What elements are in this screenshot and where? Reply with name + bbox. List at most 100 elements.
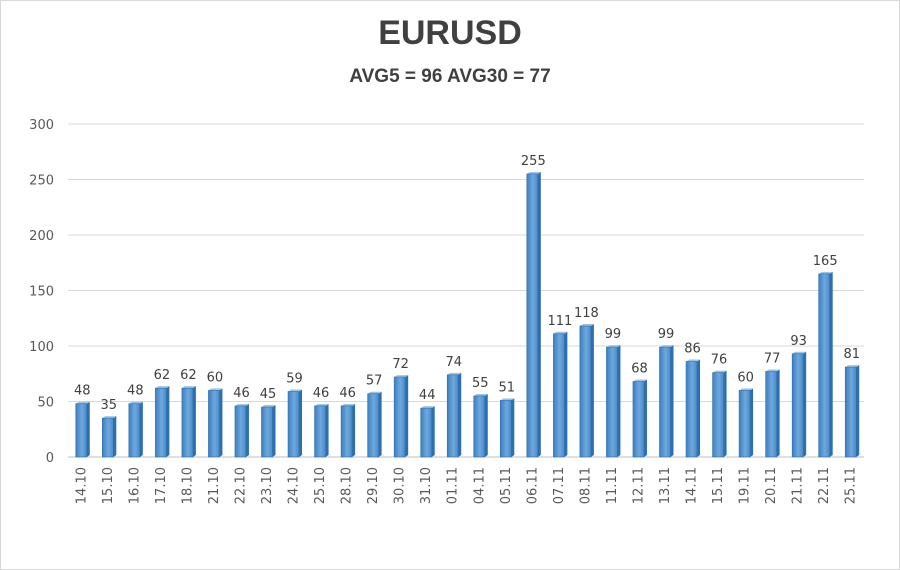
x-tick-label: 23.10: [260, 467, 275, 504]
bar-side: [511, 398, 515, 457]
bar-side: [113, 416, 117, 457]
x-tick-label: 25.11: [844, 467, 859, 504]
bar-side: [86, 401, 90, 457]
bar-side: [564, 331, 568, 457]
bar: [499, 398, 515, 458]
x-tick-label: 07.11: [552, 467, 567, 504]
bar-top: [181, 386, 196, 389]
bar-top: [686, 359, 701, 362]
bar: [712, 370, 727, 458]
bar: [208, 388, 223, 458]
bar-side: [299, 389, 303, 457]
bar-side: [484, 393, 488, 457]
bar-top: [128, 401, 143, 404]
bar-side: [750, 388, 754, 457]
bar-face: [844, 366, 857, 458]
bar-top: [314, 403, 329, 406]
bar-face: [526, 173, 539, 458]
bar: [632, 379, 647, 458]
bars: [75, 171, 860, 458]
bar-face: [208, 390, 220, 458]
data-label: 99: [658, 327, 675, 342]
x-tick-label: 21.10: [207, 467, 222, 504]
bar-side: [192, 386, 196, 457]
bar: [473, 393, 488, 458]
bar-side: [803, 351, 807, 457]
bar: [738, 388, 754, 458]
bar-top: [394, 375, 409, 378]
x-tick-label: 04.11: [472, 467, 487, 504]
data-label: 44: [419, 388, 436, 403]
data-label: 60: [207, 370, 224, 385]
x-tick-label: 22.11: [817, 467, 832, 504]
data-label: 46: [313, 386, 330, 401]
data-label: 72: [392, 357, 409, 372]
bar-face: [738, 390, 751, 458]
bar-top: [632, 379, 647, 382]
bar: [606, 345, 621, 458]
bar-side: [537, 171, 541, 457]
bar-face: [659, 346, 671, 458]
bar: [553, 331, 568, 458]
data-label: 86: [684, 342, 701, 357]
data-label: 59: [286, 372, 303, 387]
x-tick-label: 16.10: [127, 467, 142, 504]
chart-subtitle: AVG5 = 96 AVG30 = 77: [349, 66, 551, 87]
bar-side: [776, 369, 780, 457]
y-tick-label: 0: [46, 451, 54, 466]
bar-side: [139, 401, 143, 457]
bar-side: [458, 372, 462, 457]
bar-side: [590, 324, 594, 457]
bar-top: [288, 389, 303, 392]
bar: [393, 375, 409, 458]
bar: [128, 401, 143, 458]
x-tick-label: 18.10: [180, 467, 195, 504]
bar: [314, 403, 329, 458]
bar-face: [261, 406, 273, 458]
data-label: 45: [260, 387, 277, 402]
bar-side: [723, 370, 727, 457]
bar-face: [314, 405, 326, 458]
bar: [181, 386, 196, 458]
x-tick-label: 31.10: [419, 467, 434, 504]
bar: [102, 416, 117, 458]
bar-top: [447, 372, 462, 375]
bar-top: [526, 171, 541, 174]
y-tick-label: 250: [29, 174, 54, 189]
bar-top: [473, 393, 488, 396]
bar-side: [325, 403, 329, 457]
bar-face: [393, 376, 406, 458]
bar-top: [818, 271, 833, 274]
bar: [818, 271, 833, 458]
chart-title: EURUSD: [378, 14, 522, 52]
bar-top: [579, 324, 594, 327]
data-label: 77: [764, 352, 781, 367]
bar: [367, 391, 382, 458]
x-tick-label: 12.11: [631, 467, 646, 504]
bar-top: [765, 369, 780, 372]
x-tick-label: 11.11: [605, 467, 620, 504]
bar: [685, 359, 701, 458]
data-label: 51: [499, 380, 516, 395]
bar-top: [553, 331, 568, 334]
data-label: 48: [74, 384, 91, 399]
data-label: 57: [366, 374, 383, 389]
bar-face: [499, 400, 512, 458]
x-tick-label: 20.11: [764, 467, 779, 504]
bar: [791, 351, 807, 458]
data-label: 99: [605, 327, 622, 342]
x-tick-label: 01.11: [446, 467, 461, 504]
data-label: 76: [711, 353, 728, 368]
bar-side: [378, 391, 382, 457]
data-label: 46: [233, 386, 250, 401]
x-tick-label: 28.10: [340, 467, 355, 504]
data-label: 165: [813, 254, 838, 269]
data-label: 35: [101, 398, 118, 413]
bar-top: [75, 401, 90, 404]
bar: [659, 345, 674, 458]
bar: [844, 365, 860, 458]
bar-top: [102, 416, 117, 419]
bar-side: [670, 345, 674, 457]
